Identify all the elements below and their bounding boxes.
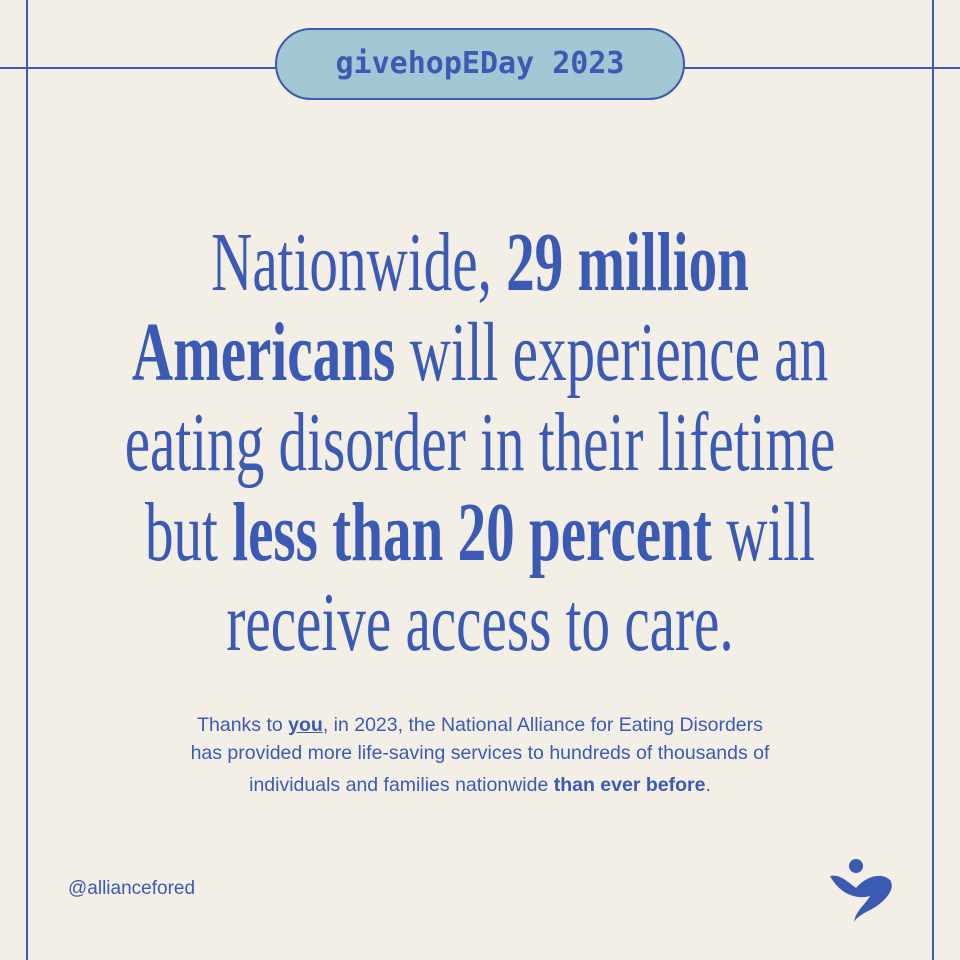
headline-emphasis: 29 million: [506, 216, 749, 309]
headline-text: receive access to care.: [226, 576, 734, 669]
body-line: individuals and families nationwide than…: [0, 772, 960, 798]
headline-text: eating disorder in their lifetime: [124, 396, 836, 489]
body-text: .: [705, 774, 711, 796]
headline-emphasis: Americans: [131, 306, 396, 399]
body-line: Thanks to you, in 2023, the National All…: [0, 712, 960, 738]
body-text: individuals and families nationwide: [249, 774, 554, 796]
badge: givehopEDay 2023: [275, 28, 685, 100]
body-line: has provided more life-saving services t…: [0, 740, 960, 766]
headline-text: Nationwide,: [211, 216, 507, 309]
headline-text: will experience an: [395, 306, 829, 399]
body-emphasis: you: [288, 714, 323, 736]
body-emphasis: than ever before: [553, 774, 706, 796]
logo: [830, 859, 892, 922]
frame-line: [932, 0, 934, 960]
headline-line: Americans will experience an: [0, 308, 960, 398]
headline-text: will: [711, 486, 816, 579]
headline-line: eating disorder in their lifetime: [0, 398, 960, 488]
social-handle: @alliancefored: [68, 878, 196, 899]
body-text: has provided more life-saving services t…: [190, 742, 770, 764]
body-text: Thanks to: [197, 714, 289, 736]
frame-line: [26, 0, 28, 960]
headline-emphasis: less than 20 percent: [232, 486, 712, 579]
headline-line: receive access to care.: [0, 578, 960, 668]
headline-line: but less than 20 percent will: [0, 488, 960, 578]
headline-line: Nationwide, 29 million: [0, 218, 960, 308]
body-text: , in 2023, the National Alliance for Eat…: [322, 714, 763, 736]
headline-text: but: [144, 486, 233, 579]
